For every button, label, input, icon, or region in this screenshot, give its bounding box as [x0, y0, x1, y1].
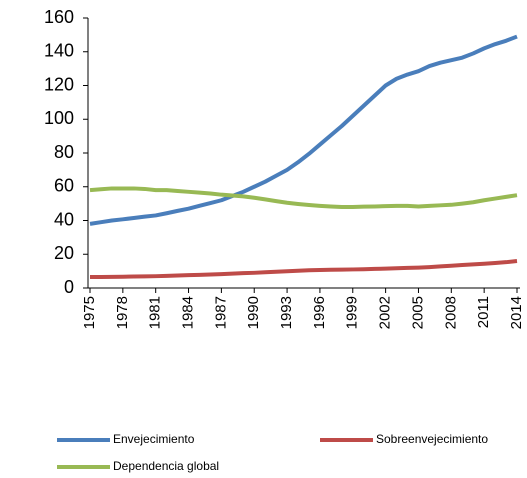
x-tick-label: 1987: [212, 296, 229, 329]
x-tick-label: 1996: [311, 296, 328, 329]
legend-label: Envejecimiento: [113, 432, 195, 446]
x-tick-label: 2002: [377, 296, 394, 329]
y-tick-label: 140: [44, 41, 74, 61]
y-tick-label: 0: [64, 277, 74, 297]
x-tick-label: 1978: [114, 296, 131, 329]
x-tick-label: 2005: [409, 296, 426, 329]
x-tick-label: 2014: [508, 296, 525, 329]
y-tick-label: 20: [54, 243, 74, 263]
legend-label: Sobreenvejecimiento: [376, 432, 488, 446]
y-tick-label: 160: [44, 7, 74, 27]
series-line: [89, 186, 518, 209]
x-tick-label: 1993: [278, 296, 295, 329]
x-tick-label: 2008: [442, 296, 459, 329]
series-line: [89, 34, 518, 226]
series-line: [90, 259, 518, 280]
x-tick-label: 1999: [344, 296, 361, 329]
y-tick-label: 80: [54, 142, 74, 162]
y-tick-label: 120: [44, 74, 74, 94]
legend-label: Dependencia global: [113, 459, 219, 473]
y-tick-label: 60: [54, 176, 74, 196]
x-tick-label: 1990: [245, 296, 262, 329]
x-tick-label: 1984: [180, 296, 197, 329]
y-tick-label: 100: [44, 108, 74, 128]
x-tick-label: 1975: [81, 296, 98, 329]
y-tick-label: 40: [54, 209, 74, 229]
x-tick-label: 1981: [147, 296, 164, 329]
x-tick-label: 2011: [475, 296, 492, 328]
